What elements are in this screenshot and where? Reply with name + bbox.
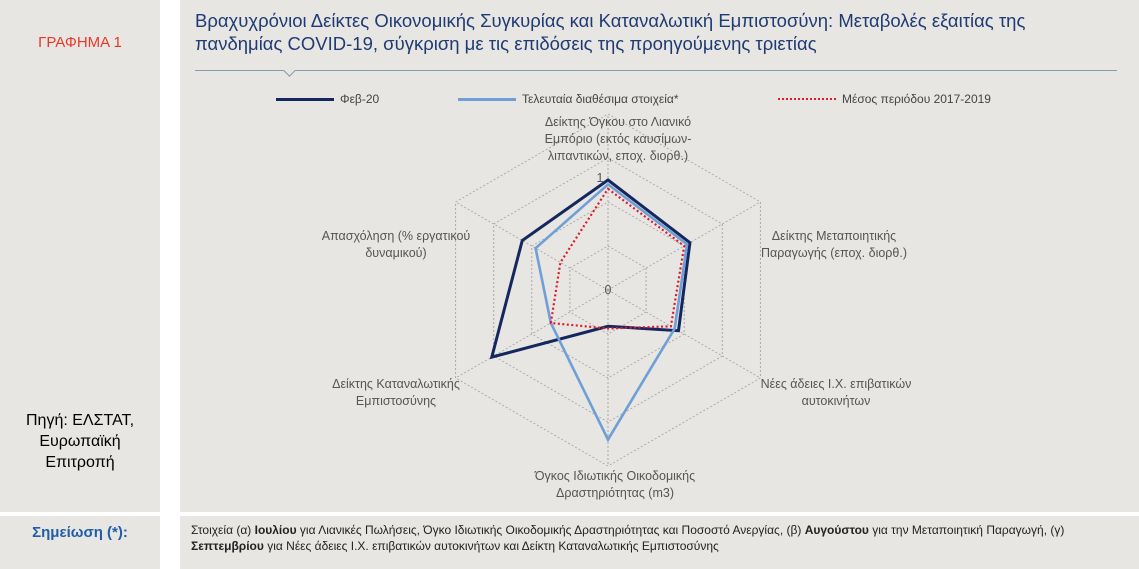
chart-panel [180,0,1139,512]
series-line [489,178,692,360]
title-divider [195,70,1117,71]
note-panel [180,516,1139,569]
axis-label-line: Όγκος Ιδιωτικής Οικοδομικής [534,469,695,483]
axis-label-line: Εμπιστοσύνης [356,394,436,408]
series-line [534,182,689,443]
note-emphasis: Ιουλίου [254,523,297,537]
note-segment: για Νέες άδειες Ι.Χ. επιβατικών αυτοκινή… [263,539,719,553]
note-emphasis: Σεπτεμβρίου [191,539,264,553]
axis-label-line: δυναμικού) [365,246,426,260]
axis-label-line: λιπαντικών, εποχ. διορθ.) [548,149,688,163]
axis-label-line: Εμπόριο (εκτός καυσίμων- [545,132,692,146]
grid-spoke [455,201,609,291]
axis-label: Απασχόληση (% εργατικού δυναμικού) [322,229,471,260]
note-label-panel [0,516,160,569]
axis-label-line: Νέες άδειες Ι.Χ. επιβατικών [761,377,912,391]
grid-spoke [455,289,609,379]
legend-item-avg: Μέσος περιόδου 2017-2019 [778,92,991,106]
chart-title: Βραχυχρόνιοι Δείκτες Οικονομικής Συγκυρί… [195,10,1026,54]
legend-swatch [778,98,836,100]
axis-label-line: Δείκτης Όγκου στο Λιανικό [545,115,691,129]
note-label: Σημείωση (*): [32,524,128,541]
grid-ring [455,113,761,467]
tick-label: 1 [597,171,604,185]
radar-axis-labels: Δείκτης Όγκου στο Λιανικό Εμπόριο (εκτός … [322,115,912,500]
tick-label: 0 [605,283,612,297]
source-line: Επιτροπή [45,454,115,471]
axis-label-line: Δείκτης Καταναλωτικής [332,377,460,391]
legend-swatch [458,97,516,101]
axis-label-line: Δείκτης Μεταποιητικής [772,229,896,243]
source-line: Ευρωπαϊκή [39,433,121,450]
note-text: Στοιχεία (α) Ιουλίου για Λιανικές Πωλήσε… [191,522,1121,554]
radar-series [489,178,692,443]
axis-label: Δείκτης Μεταποιητικής Παραγωγής (εποχ. δι… [761,229,907,260]
axis-label-line: Παραγωγής (εποχ. διορθ.) [761,246,907,260]
source-line: Πηγή: ΕΛΣΤΑΤ, [25,412,135,429]
source-text: Πηγή: ΕΛΣΤΑΤ, Ευρωπαϊκή Επιτροπή [0,410,160,473]
legend-label: Τελευταία διαθέσιμα στοιχεία* [522,92,679,106]
note-segment: Στοιχεία (α) [191,523,255,537]
left-sidebar-panel [0,0,160,512]
axis-label-line: Απασχόληση (% εργατικού [322,229,471,243]
series-line [549,187,686,330]
note-emphasis: Αυγούστου [804,523,869,537]
grid-spoke [607,289,761,379]
axis-label-line: αυτοκινήτων [802,394,871,408]
axis-label: Όγκος Ιδιωτικής Οικοδομικής Δραστηριότητα… [534,469,695,500]
axis-label: Νέες άδειες Ι.Χ. επιβατικών αυτοκινήτων [761,377,912,408]
legend-label: Φεβ-20 [340,92,380,106]
axis-label: Δείκτης Όγκου στο Λιανικό Εμπόριο (εκτός … [545,115,692,163]
radar-grid: 01 [455,113,761,467]
note-segment: για Λιανικές Πωλήσεις, Όγκο Ιδιωτικής Οι… [296,523,805,537]
note-segment: για την Μεταποιητική Παραγωγή, (γ) [868,523,1065,537]
axis-label-line: Δραστηριότητας (m3) [556,486,674,500]
legend-swatch [276,97,334,101]
legend-item-latest: Τελευταία διαθέσιμα στοιχεία* [458,92,679,106]
legend-label: Μέσος περιόδου 2017-2019 [842,92,991,106]
legend-item-feb20: Φεβ-20 [276,92,379,106]
axis-label: Δείκτης Καταναλωτικής Εμπιστοσύνης [332,377,460,408]
figure-label: ΓΡΑΦΗΜΑ 1 [38,34,122,51]
